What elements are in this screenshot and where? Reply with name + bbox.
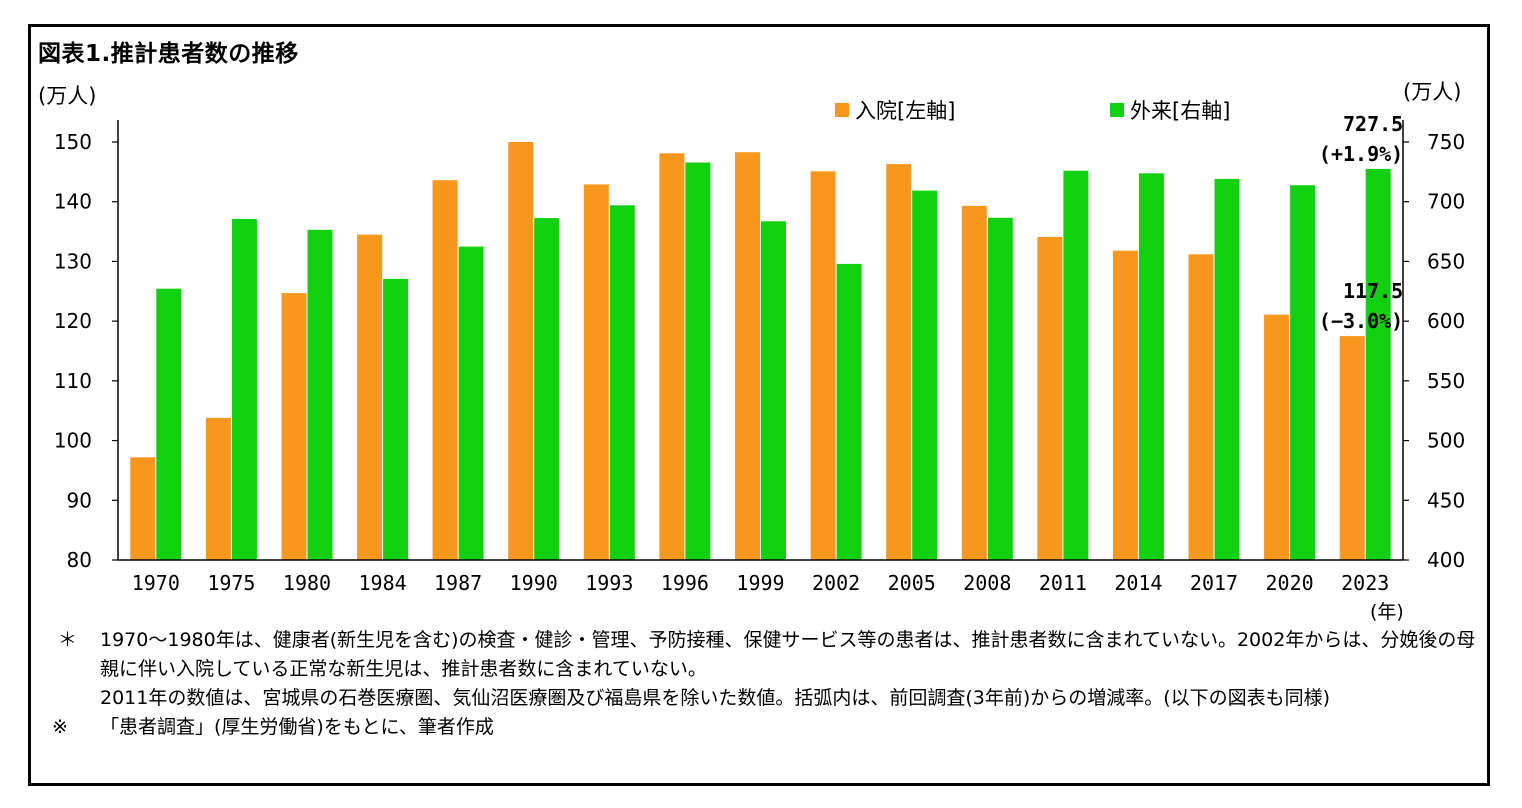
x-tick-label: 1990 xyxy=(510,571,558,595)
bar-outpatient xyxy=(912,190,938,560)
bar-outpatient xyxy=(307,229,333,561)
legend-item-inpatient: 入院[左軸] xyxy=(835,95,955,125)
legend-label-inpatient: 入院[左軸] xyxy=(855,99,956,123)
bar-inpatient xyxy=(1112,250,1138,560)
x-tick-label: 1993 xyxy=(585,571,633,595)
x-tick-label: 2020 xyxy=(1266,571,1314,595)
footnote-mark: ＊ xyxy=(58,629,78,651)
legend-swatch-outpatient xyxy=(1110,103,1124,117)
bar-inpatient xyxy=(583,184,609,560)
right-tick-label: 650 xyxy=(1427,249,1465,273)
right-tick-label: 750 xyxy=(1427,130,1465,154)
bar-outpatient xyxy=(1063,170,1089,560)
bar-inpatient xyxy=(281,293,307,560)
left-tick-label: 90 xyxy=(67,488,92,512)
x-tick-label: 1984 xyxy=(359,571,407,595)
bar-outpatient xyxy=(231,219,257,560)
footnote-text: 1970〜1980年は、健康者(新生児を含む)の検査・健診・管理、予防接種、保健… xyxy=(100,629,1476,680)
bar-inpatient xyxy=(508,142,534,560)
x-tick-label: 2017 xyxy=(1190,571,1238,595)
bar-inpatient xyxy=(1188,254,1214,561)
bar-inpatient xyxy=(130,457,156,560)
bar-outpatient xyxy=(1214,178,1240,560)
data-label: 727.5 xyxy=(1343,112,1403,136)
footnote-text: 「患者調査」(厚生労働省)をもとに、筆者作成 xyxy=(100,716,494,738)
right-tick-label: 500 xyxy=(1427,429,1465,453)
bar-inpatient xyxy=(886,164,912,560)
data-label: (+1.9%) xyxy=(1319,142,1403,166)
x-tick-label: 1999 xyxy=(736,571,784,595)
right-tick-label: 400 xyxy=(1427,548,1465,572)
bar-outpatient xyxy=(761,221,786,561)
bar-inpatient xyxy=(659,153,685,561)
footnotes: ＊ 1970〜1980年は、健康者(新生児を含む)の検査・健診・管理、予防接種、… xyxy=(52,626,1478,742)
left-tick-label: 110 xyxy=(54,369,92,393)
left-tick-label: 130 xyxy=(54,249,92,273)
x-tick-label: 1975 xyxy=(207,571,255,595)
x-axis-unit: (年) xyxy=(1370,601,1404,623)
bar-inpatient xyxy=(961,205,987,560)
bar-outpatient xyxy=(1138,173,1164,561)
data-label: 117.5 xyxy=(1343,279,1403,303)
left-tick-label: 100 xyxy=(54,429,92,453)
legend-item-outpatient: 外来[右軸] xyxy=(1110,95,1230,125)
bar-outpatient xyxy=(458,246,484,560)
bar-inpatient xyxy=(205,417,231,560)
bar-inpatient xyxy=(1037,236,1063,560)
bar-inpatient xyxy=(810,171,836,561)
bar-inpatient xyxy=(735,152,760,560)
right-tick-label: 450 xyxy=(1427,488,1465,512)
footnote-2: ※ 「患者調査」(厚生労働省)をもとに、筆者作成 xyxy=(52,713,1478,742)
left-tick-label: 140 xyxy=(54,190,92,214)
bar-outpatient xyxy=(383,278,409,560)
bar-inpatient xyxy=(1264,314,1290,560)
bar-outpatient xyxy=(987,217,1013,561)
x-tick-label: 1970 xyxy=(132,571,180,595)
bar-outpatient xyxy=(609,205,635,561)
right-tick-label: 700 xyxy=(1427,190,1465,214)
x-tick-label: 2014 xyxy=(1114,571,1162,595)
figure-frame xyxy=(28,24,1490,786)
bar-outpatient xyxy=(534,218,560,560)
legend-label-outpatient: 外来[右軸] xyxy=(1130,99,1231,123)
x-tick-label: 1980 xyxy=(283,571,331,595)
bar-outpatient xyxy=(1365,168,1391,560)
bar-outpatient xyxy=(156,288,182,560)
bar-outpatient xyxy=(1290,185,1316,560)
x-tick-label: 2008 xyxy=(963,571,1011,595)
chart-title: 図表1.推計患者数の推移 xyxy=(38,41,299,67)
x-tick-label: 2011 xyxy=(1039,571,1087,595)
bar-inpatient xyxy=(432,180,458,560)
bar-inpatient xyxy=(357,234,383,560)
left-axis-unit: (万人) xyxy=(38,84,97,108)
right-tick-label: 600 xyxy=(1427,309,1465,333)
right-axis-unit: (万人) xyxy=(1403,80,1462,104)
bar-outpatient xyxy=(836,263,862,560)
x-tick-label: 1987 xyxy=(434,571,482,595)
bar-inpatient xyxy=(1339,336,1365,560)
data-label: (−3.0%) xyxy=(1319,309,1403,333)
footnote-1: ＊ 1970〜1980年は、健康者(新生児を含む)の検査・健診・管理、予防接種、… xyxy=(58,626,1478,713)
x-tick-label: 1996 xyxy=(661,571,709,595)
right-tick-label: 550 xyxy=(1427,369,1465,393)
left-tick-label: 150 xyxy=(54,130,92,154)
footnote-mark: ※ xyxy=(52,716,68,738)
x-tick-label: 2002 xyxy=(812,571,860,595)
x-tick-label: 2023 xyxy=(1341,571,1389,595)
left-tick-label: 80 xyxy=(67,548,92,572)
left-tick-label: 120 xyxy=(54,309,92,333)
footnote-text: 2011年の数値は、宮城県の石巻医療圏、気仙沼医療圏及び福島県を除いた数値。括弧… xyxy=(100,687,1331,709)
bar-outpatient xyxy=(685,162,711,560)
x-tick-label: 2005 xyxy=(888,571,936,595)
legend-swatch-inpatient xyxy=(835,103,849,117)
